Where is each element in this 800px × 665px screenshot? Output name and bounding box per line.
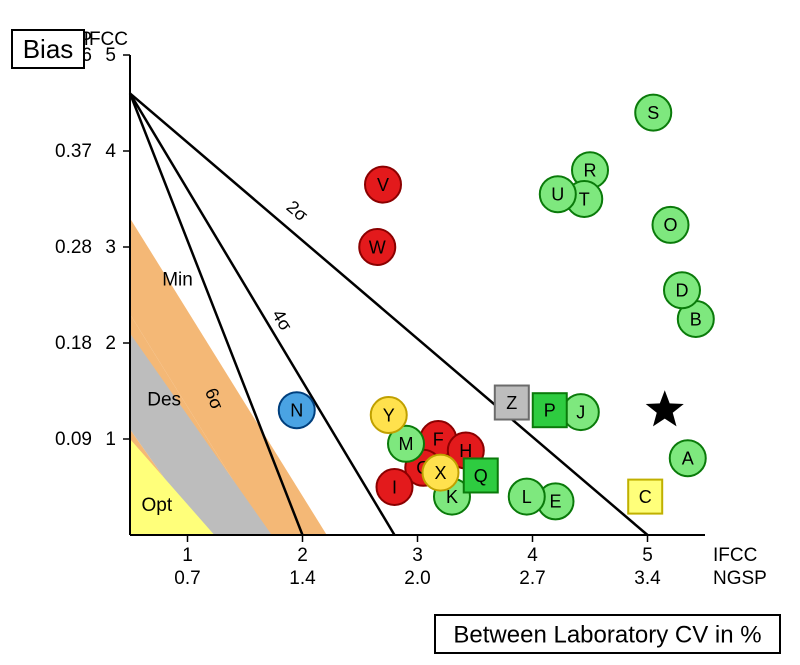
label-opt: Opt [142,495,173,516]
point-label: Y [383,405,395,425]
label-min: Min [162,269,193,290]
bias-title: Bias [23,34,74,64]
point-label: F [433,429,444,449]
point-label: W [369,237,386,257]
y-tick-ifcc: 1 [105,429,116,450]
point-label: A [682,449,694,469]
point-label: Q [474,466,488,486]
point-label: U [551,185,564,205]
x-tick-ngsp: 2.7 [519,568,545,589]
point-label: J [576,402,585,422]
point-label: I [392,477,397,497]
point-label: V [377,175,389,195]
y-ifcc-label: IFCC [84,29,128,50]
point-label: X [434,463,446,483]
x-tick-ngsp: 3.4 [634,568,661,589]
x-tick-ifcc: 5 [642,545,653,566]
point-label: T [579,189,590,209]
point-label: L [522,487,532,507]
x-ifcc-label: IFCC [713,545,757,566]
y-tick-ngsp: 0.37 [55,141,92,162]
x-ngsp-label: NGSP [713,568,767,589]
point-label: Z [506,393,517,413]
point-label: D [676,281,689,301]
y-tick-ngsp: 0.18 [55,333,92,354]
y-tick-ngsp: 0.09 [55,429,92,450]
point-label: S [647,103,659,123]
point-label: E [549,492,561,512]
x-tick-ifcc: 1 [182,545,193,566]
point-label: M [399,434,414,454]
point-label: N [290,401,303,421]
x-tick-ifcc: 3 [412,545,423,566]
y-tick-ifcc: 4 [105,141,116,162]
cv-title: Between Laboratory CV in % [453,621,761,648]
y-tick-ngsp: 0.28 [55,237,92,258]
point-label: P [544,401,556,421]
point-label: R [584,161,597,181]
label-des: Des [147,389,181,410]
x-tick-ngsp: 0.7 [174,568,200,589]
x-tick-ngsp: 1.4 [289,568,316,589]
x-tick-ngsp: 2.0 [404,568,430,589]
x-tick-ifcc: 4 [527,545,538,566]
x-tick-ifcc: 2 [297,545,308,566]
point-label: B [690,309,702,329]
point-label: C [639,487,652,507]
y-tick-ifcc: 3 [105,237,116,258]
bias-cv-chart: MinDesOpt2σ4σ6σ10.721.432.042.753.4IFCCN… [0,0,800,665]
y-tick-ifcc: 2 [105,333,116,354]
point-label: O [663,215,677,235]
